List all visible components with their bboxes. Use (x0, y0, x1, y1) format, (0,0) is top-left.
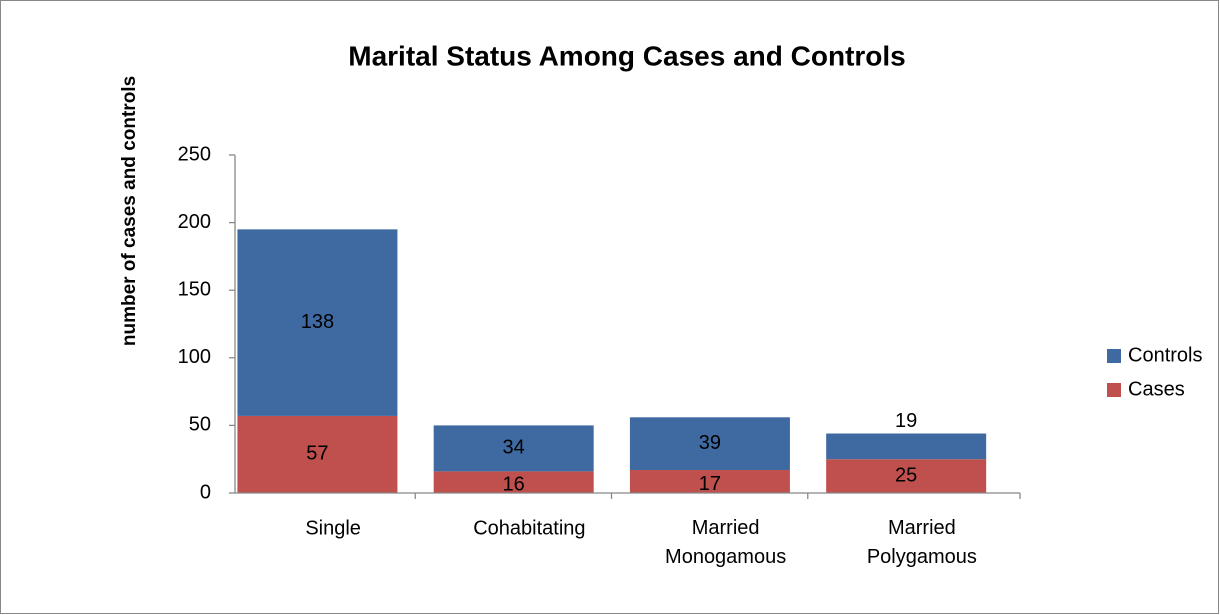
bar-segment (629, 470, 790, 493)
y-tick-label: 0 (200, 481, 211, 503)
chart-title: Marital Status Among Cases and Controls (348, 40, 906, 71)
bar-segment (433, 425, 594, 472)
data-label: 138 (301, 311, 334, 333)
data-label: 39 (699, 432, 721, 454)
x-tick-label: Single (305, 517, 361, 539)
legend-label: Cases (1128, 378, 1185, 400)
y-tick-label: 150 (178, 278, 211, 300)
data-label: 34 (503, 437, 525, 459)
data-label: 19 (895, 410, 917, 432)
x-tick-label: Married Monogamous (665, 517, 786, 568)
bar-segment (629, 417, 790, 471)
y-tick-label: 200 (178, 211, 211, 233)
y-tick-label: 100 (178, 346, 211, 368)
bar-segment (433, 471, 594, 493)
y-axis-label: number of cases and controls (119, 76, 140, 346)
data-label: 57 (306, 443, 328, 465)
x-tick-label: Married Polygamous (867, 517, 977, 568)
bar-segment (237, 415, 398, 493)
x-tick-label: Cohabitating (473, 517, 585, 539)
data-label: 25 (895, 464, 917, 486)
data-label: 16 (503, 473, 525, 495)
y-tick-label: 50 (189, 414, 211, 436)
legend-label: Controls (1128, 344, 1202, 366)
data-label: 17 (699, 473, 721, 495)
legend-swatch (1107, 349, 1121, 363)
y-tick-label: 250 (178, 143, 211, 165)
bar-segment (237, 229, 398, 416)
bar-segment (826, 433, 987, 460)
legend-swatch (1107, 383, 1121, 397)
bar-segment (826, 459, 987, 493)
